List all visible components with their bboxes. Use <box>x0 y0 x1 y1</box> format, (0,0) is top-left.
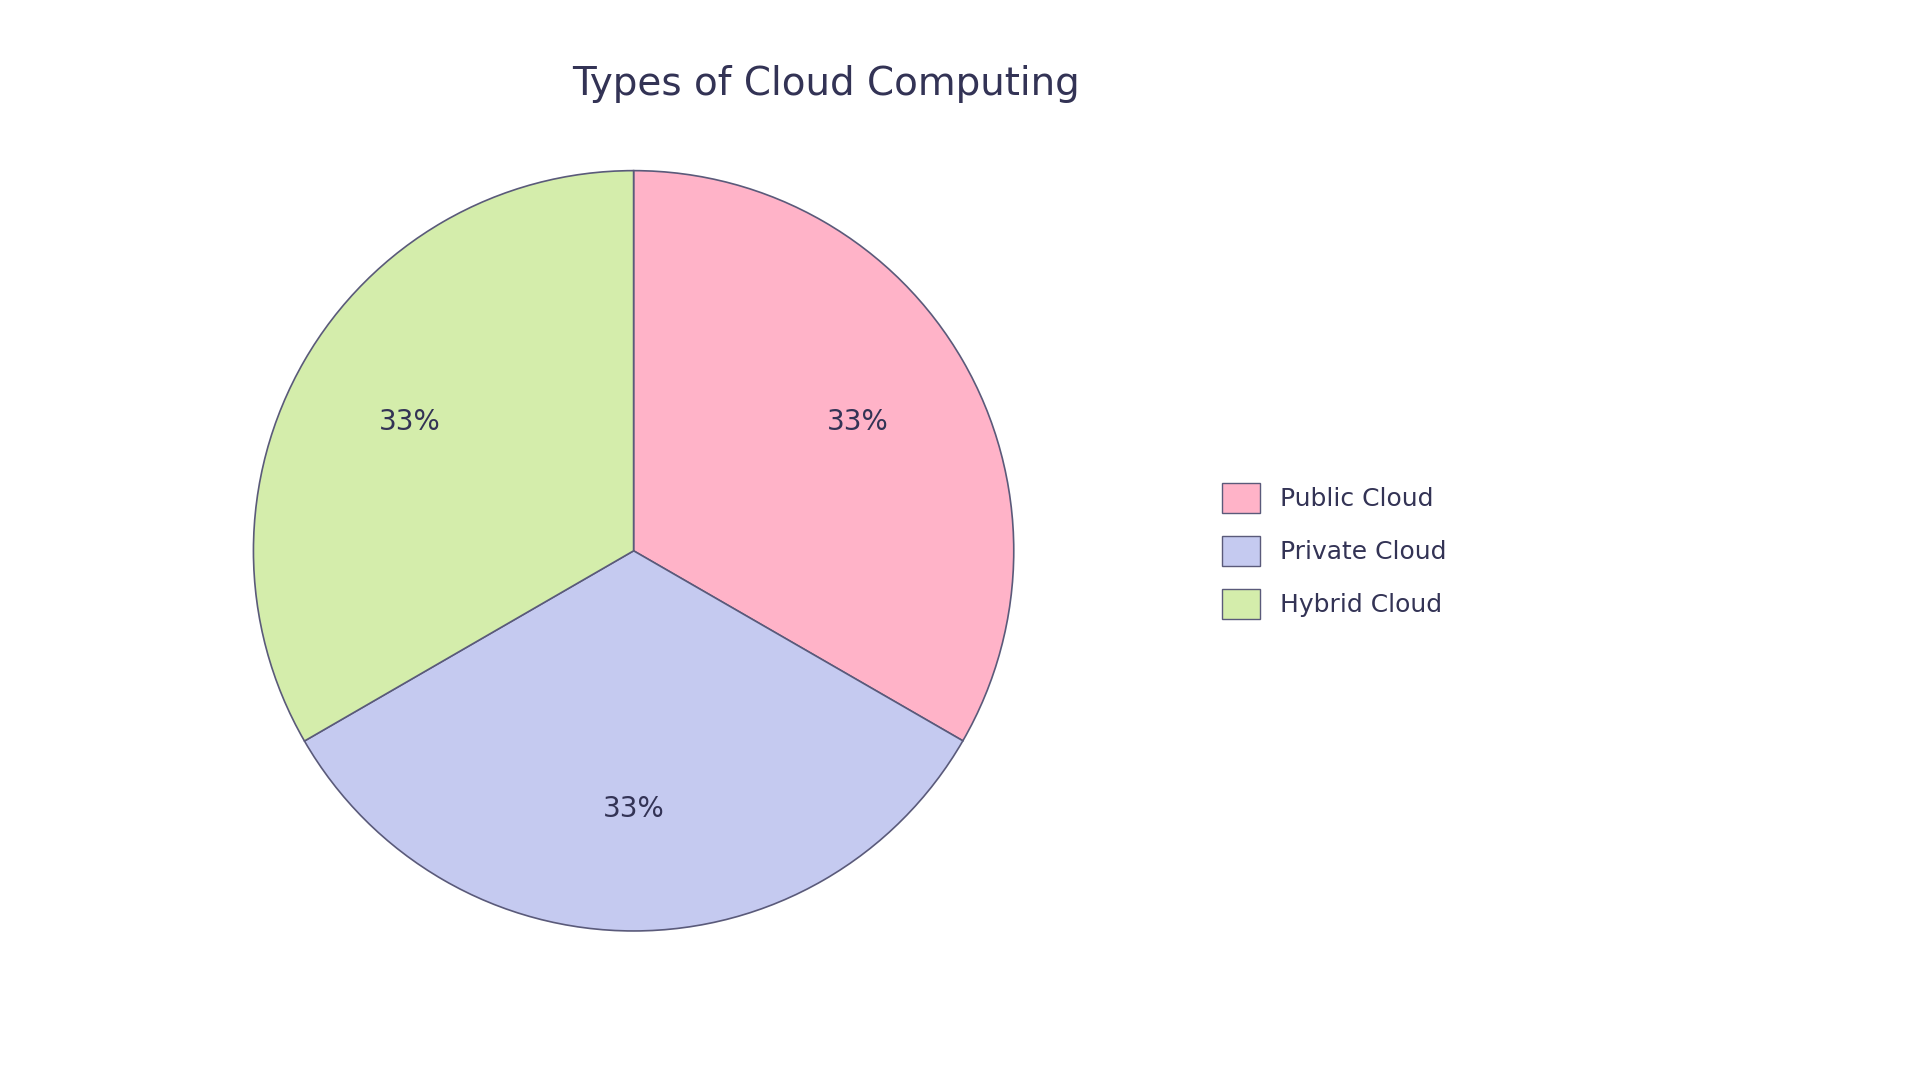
Legend: Public Cloud, Private Cloud, Hybrid Cloud: Public Cloud, Private Cloud, Hybrid Clou… <box>1198 458 1471 644</box>
Wedge shape <box>634 171 1014 741</box>
Text: Types of Cloud Computing: Types of Cloud Computing <box>572 65 1079 103</box>
Wedge shape <box>253 171 634 741</box>
Text: 33%: 33% <box>378 407 440 435</box>
Wedge shape <box>305 551 962 931</box>
Text: 33%: 33% <box>603 795 664 823</box>
Text: 33%: 33% <box>828 407 889 435</box>
